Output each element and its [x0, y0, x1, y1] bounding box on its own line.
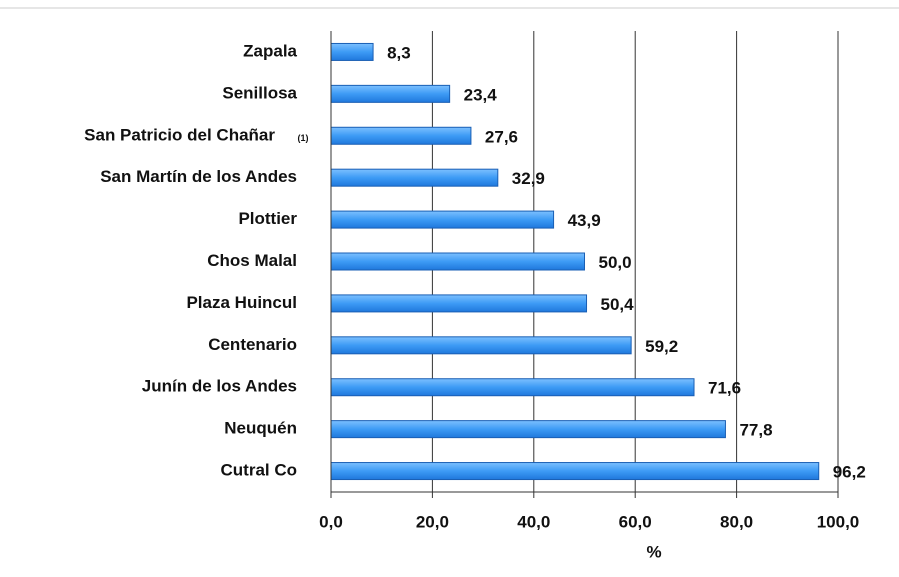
- value-label: 32,9: [512, 169, 545, 188]
- bar: [330, 84, 451, 103]
- x-axis-label: %: [646, 542, 661, 561]
- y-tick-label: Zapala: [243, 41, 297, 60]
- bar: [330, 210, 555, 229]
- bar: [330, 294, 588, 313]
- value-label: 50,4: [601, 295, 635, 314]
- x-tick-label: 0,0: [319, 512, 343, 531]
- bar: [330, 462, 820, 481]
- value-label: 23,4: [464, 85, 498, 104]
- y-tick-label: Chos Malal: [207, 251, 297, 270]
- x-tick-label: 80,0: [720, 512, 753, 531]
- y-tick-label: San Patricio del Chañar: [84, 125, 275, 144]
- category-note: (1): [298, 133, 309, 143]
- bar: [330, 252, 585, 271]
- x-tick-label: 40,0: [517, 512, 550, 531]
- value-label: 43,9: [568, 211, 601, 230]
- value-label: 59,2: [645, 337, 678, 356]
- value-label: 50,0: [599, 253, 632, 272]
- y-tick-label: Junín de los Andes: [142, 377, 297, 396]
- y-tick-label: San Martín de los Andes: [100, 167, 297, 186]
- bar: [330, 336, 632, 355]
- value-label: 27,6: [485, 127, 518, 146]
- value-label: 71,6: [708, 379, 741, 398]
- x-tick-label: 100,0: [817, 512, 860, 531]
- y-tick-label: Senillosa: [222, 83, 297, 102]
- y-tick-label: Neuquén: [224, 419, 297, 438]
- bar: [330, 42, 374, 61]
- value-label: 96,2: [833, 463, 866, 482]
- x-tick-label: 20,0: [416, 512, 449, 531]
- bar: [330, 126, 472, 145]
- y-tick-label: Cutral Co: [221, 461, 298, 480]
- x-tick-label: 60,0: [619, 512, 652, 531]
- bar: [330, 378, 695, 397]
- y-tick-label: Centenario: [208, 335, 297, 354]
- value-label: 77,8: [739, 421, 772, 440]
- y-tick-label: Plottier: [238, 209, 297, 228]
- value-label: 8,3: [387, 43, 411, 62]
- y-tick-label: Plaza Huincul: [186, 293, 297, 312]
- bar: [330, 168, 499, 187]
- bar: [330, 420, 726, 439]
